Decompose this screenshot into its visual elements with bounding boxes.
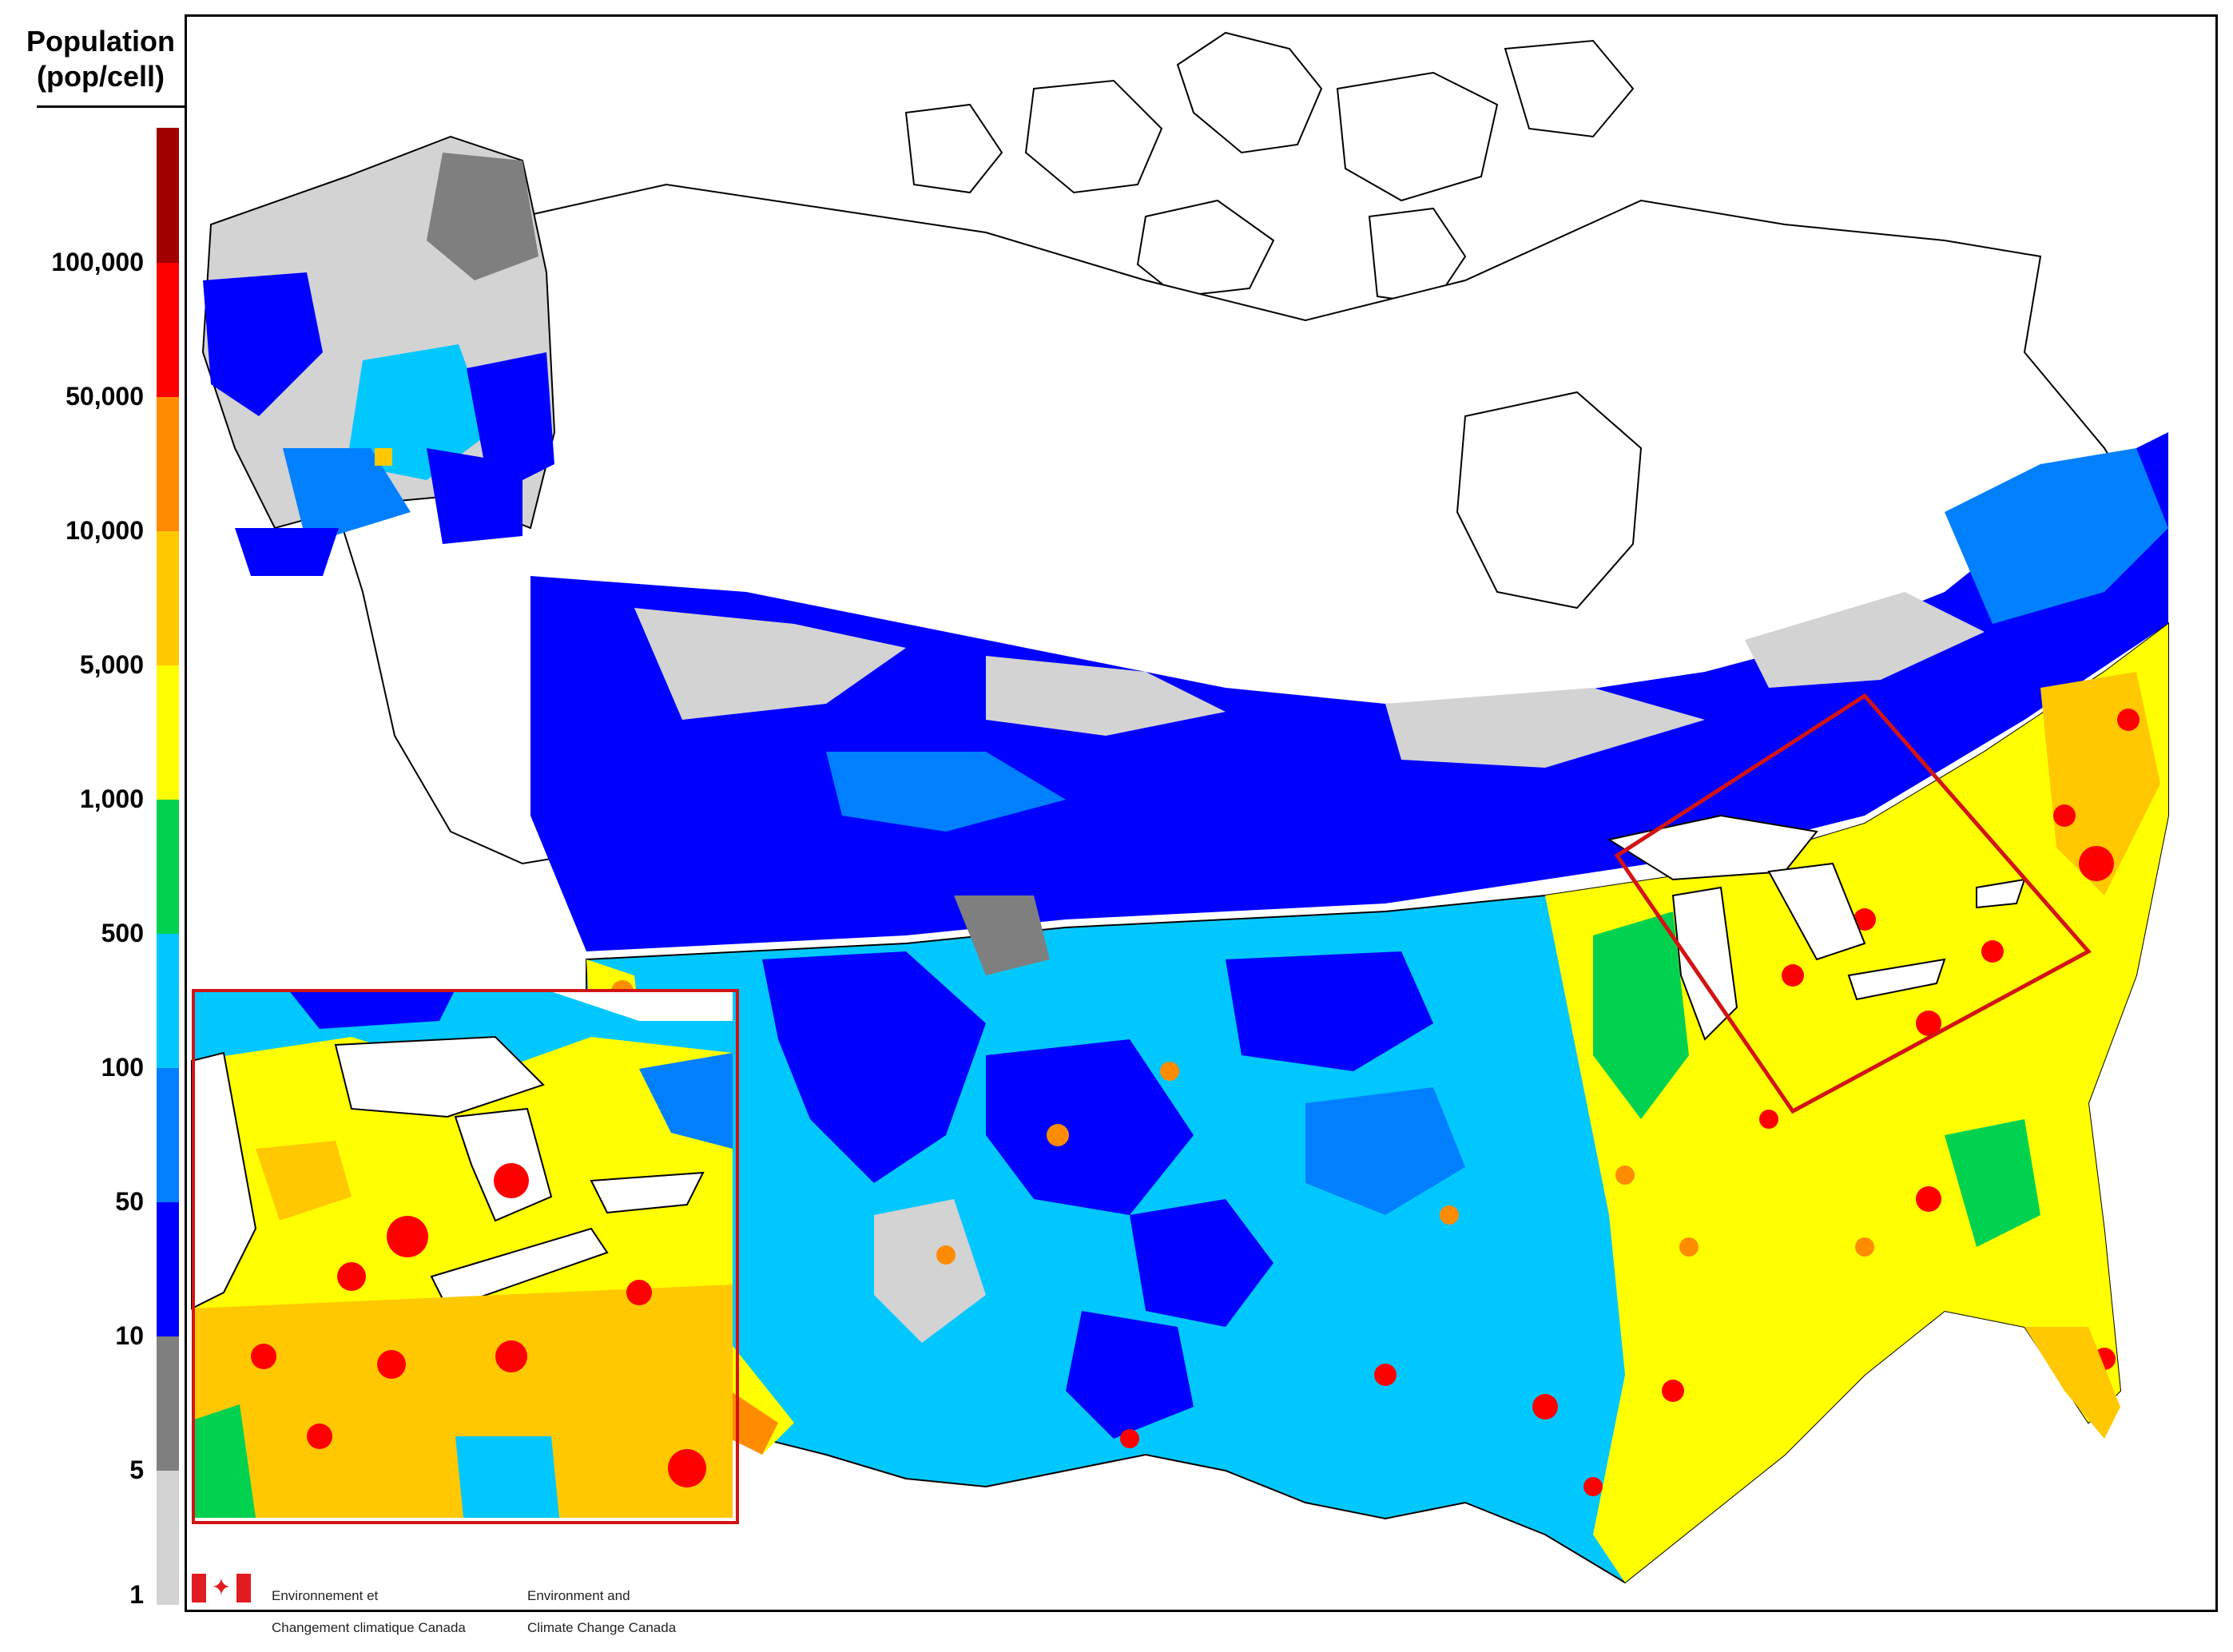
legend-tick-label: 50,000 — [66, 382, 144, 411]
legend-title-line2: (pop/cell) — [37, 60, 165, 93]
legend-swatch — [157, 665, 179, 800]
legend-color-bar — [157, 128, 179, 1605]
legend-tick-label: 50 — [115, 1187, 144, 1216]
legend-tick-label: 500 — [101, 919, 144, 947]
highlight-box — [1614, 693, 2092, 1114]
legend-tick-label: 100,000 — [51, 248, 144, 276]
logo-fr-line2: Changement climatique Canada — [272, 1620, 466, 1635]
logo-en-line2: Climate Change Canada — [527, 1620, 677, 1635]
arctic-islands — [904, 31, 1635, 306]
eccc-logo: ✦ Environnement et Changement climatique… — [192, 1566, 751, 1635]
legend-title-divider — [37, 105, 197, 108]
legend-swatch — [157, 396, 179, 531]
legend-swatch — [157, 128, 179, 263]
logo-text-fr: Environnement et Changement climatique C… — [272, 1572, 466, 1652]
inset-map — [191, 989, 733, 1518]
legend-tick-label: 5,000 — [79, 650, 144, 679]
legend-tick-label: 100 — [101, 1053, 144, 1082]
legend-swatch — [157, 933, 179, 1068]
inset-map-frame — [192, 989, 739, 1524]
legend-tick-label: 10 — [115, 1321, 144, 1350]
legend-title-line1: Population — [26, 25, 175, 58]
great-lakes — [1607, 814, 2026, 1041]
legend-tick-label: 1 — [129, 1580, 144, 1609]
legend-swatch — [157, 1470, 179, 1605]
hudson-bay — [1456, 391, 1643, 610]
legend-swatch — [157, 262, 179, 397]
legend-swatch — [157, 1201, 179, 1336]
legend-swatch — [157, 799, 179, 934]
logo-text-en: Environment and Climate Change Canada — [527, 1572, 676, 1652]
legend-tick-label: 10,000 — [66, 516, 144, 545]
population-map — [187, 17, 2215, 1610]
legend-tick-label: 1,000 — [79, 784, 144, 813]
legend-tick-label: 5 — [129, 1455, 144, 1484]
logo-fr-line1: Environnement et — [272, 1588, 379, 1603]
canada-flag-icon: ✦ — [192, 1574, 251, 1602]
legend-swatch — [157, 1336, 179, 1471]
legend-swatch — [157, 1067, 179, 1202]
legend-swatch — [157, 530, 179, 665]
logo-en-line1: Environment and — [527, 1588, 630, 1603]
legend-title: Population (pop/cell) — [14, 24, 187, 94]
